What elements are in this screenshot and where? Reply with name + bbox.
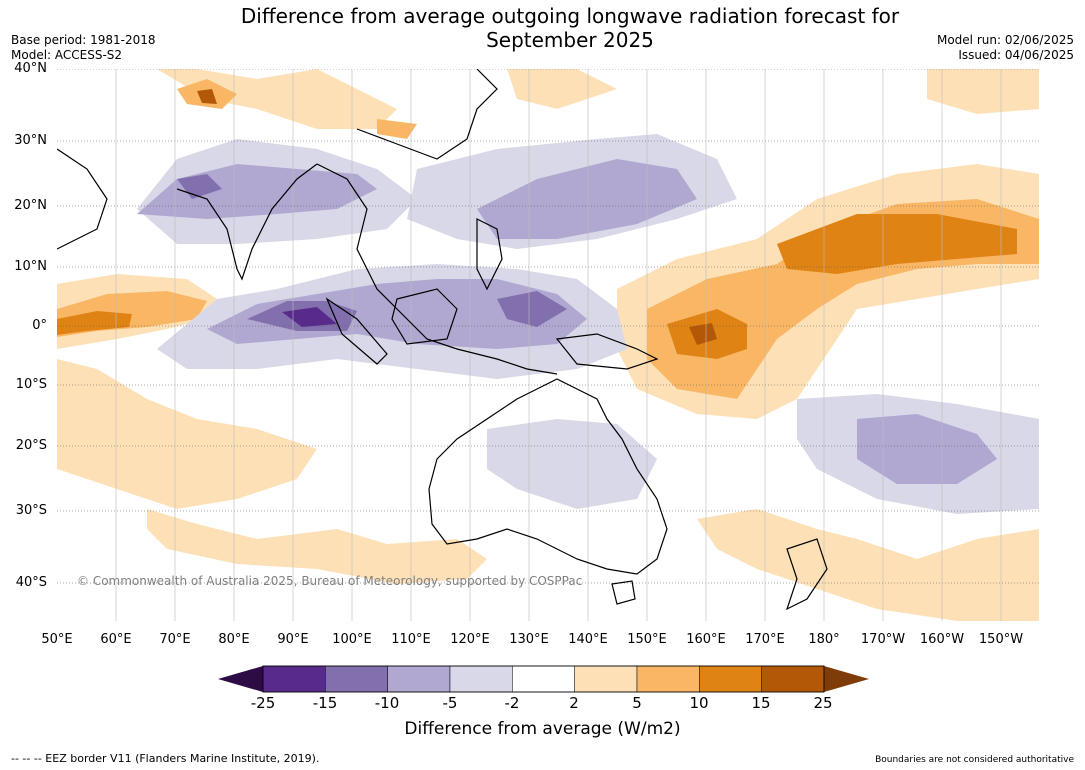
tasmania-coast: [611, 580, 636, 605]
cb-tick-n10: -10: [374, 694, 400, 712]
meta-right: Model run: 02/06/2025 Issued: 04/06/2025: [937, 33, 1074, 63]
colorbar-bin-6: [636, 665, 700, 693]
china-coast: [356, 69, 498, 160]
philippines-coast: [476, 218, 503, 291]
lat-label-40s: 40°S: [15, 575, 47, 590]
coastlines: [57, 69, 828, 611]
map-area: [57, 69, 1039, 621]
lat-label-20s: 20°S: [15, 438, 47, 453]
copyright-notice: © Commonwealth of Australia 2025, Bureau…: [77, 574, 583, 588]
lon-label-50e: 50°E: [41, 632, 73, 647]
map-svg: [57, 69, 1039, 621]
png-coast: [555, 333, 659, 370]
lat-label-20n: 20°N: [14, 198, 47, 213]
colorbar-bin-2: [387, 665, 451, 693]
lon-label-130e: 130°E: [509, 632, 549, 647]
map-title: Difference from average outgoing longwav…: [170, 4, 970, 52]
colorbar-outline: [262, 665, 825, 693]
lat-label-10s: 10°S: [15, 377, 47, 392]
model-name: Model: ACCESS-S2: [11, 48, 123, 62]
sumatra-coast: [325, 297, 388, 365]
boundaries-disclaimer: Boundaries are not considered authoritat…: [875, 755, 1074, 765]
cb-tick-n5: -5: [442, 694, 458, 712]
australia-coast: [428, 378, 668, 575]
colorbar-bin-0: [262, 665, 326, 693]
colorbar-bin-7: [699, 665, 762, 693]
colorbar-above-triangle: [824, 666, 869, 692]
cb-tick-10: 10: [689, 694, 709, 712]
eez-footnote: -- -- -- EEZ border V11 (Flanders Marine…: [11, 752, 320, 765]
india-coast: [176, 163, 318, 281]
colorbar-bins: [262, 665, 825, 693]
arabia-coast: [57, 148, 108, 250]
lon-label-100e: 100°E: [332, 632, 372, 647]
cb-tick-n15: -15: [312, 694, 338, 712]
lon-label-90e: 90°E: [277, 632, 309, 647]
colorbar-label: Difference from average (W/m2): [404, 719, 681, 739]
lat-label-40n: 40°N: [14, 61, 47, 76]
colorbar-bin-5: [574, 665, 638, 693]
title-line-2: September 2025: [486, 28, 654, 52]
title-line-1: Difference from average outgoing longwav…: [240, 4, 900, 28]
cb-tick-5: 5: [632, 694, 642, 712]
lon-label-120e: 120°E: [450, 632, 490, 647]
lon-label-160e: 160°E: [686, 632, 726, 647]
colorbar: [218, 665, 869, 693]
colorbar-bin-4: [512, 665, 575, 693]
lat-label-10n: 10°N: [14, 259, 47, 274]
base-period: Base period: 1981-2018: [11, 33, 156, 47]
nz-coast: [785, 538, 828, 611]
cb-tick-n25: -25: [250, 694, 276, 712]
cb-tick-15: 15: [751, 694, 771, 712]
lon-label-60e: 60°E: [100, 632, 132, 647]
colorbar-bin-1: [325, 665, 388, 693]
cb-tick-2: 2: [569, 694, 579, 712]
cb-tick-25: 25: [813, 694, 833, 712]
lon-label-160w: 160°W: [919, 632, 965, 647]
lon-label-140e: 140°E: [568, 632, 608, 647]
colorbar-bin-8: [761, 665, 825, 693]
colorbar-below-triangle: [218, 666, 263, 692]
borneo-coast: [391, 288, 458, 345]
lon-label-150w: 150°W: [978, 632, 1024, 647]
issued-date: Issued: 04/06/2025: [958, 48, 1074, 62]
lat-label-30n: 30°N: [14, 133, 47, 148]
lon-label-180: 180°: [808, 632, 840, 647]
lon-label-110e: 110°E: [391, 632, 431, 647]
lat-label-0: 0°: [32, 318, 47, 333]
meta-left: Base period: 1981-2018 Model: ACCESS-S2: [11, 33, 156, 63]
lon-label-150e: 150°E: [627, 632, 667, 647]
colorbar-bin-3: [449, 665, 513, 693]
negative-anomaly-areas: [137, 134, 1039, 514]
model-run: Model run: 02/06/2025: [936, 33, 1074, 47]
meridians: [115, 69, 1002, 621]
lat-label-30s: 30°S: [15, 503, 47, 518]
lon-label-70e: 70°E: [159, 632, 191, 647]
lon-label-80e: 80°E: [218, 632, 250, 647]
lon-label-170w: 170°W: [860, 632, 906, 647]
lon-label-170e: 170°E: [745, 632, 785, 647]
positive-anomaly-areas: [57, 69, 1039, 621]
cb-tick-n2: -2: [504, 694, 520, 712]
se-asia-coast: [316, 163, 558, 375]
